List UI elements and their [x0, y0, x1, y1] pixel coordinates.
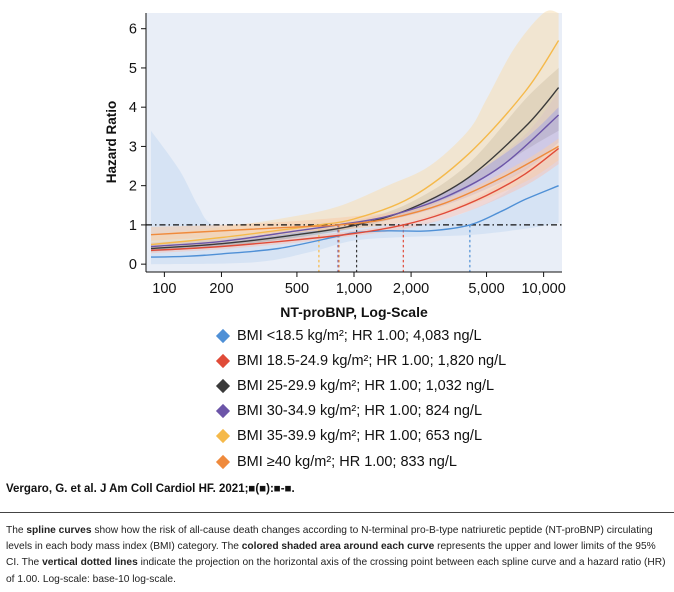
spline-curve [150, 87, 560, 250]
y-tick-label: 2 [129, 179, 137, 195]
legend-label: BMI ≥40 kg/m²; HR 1.00; 833 ng/L [237, 453, 457, 470]
diamond-icon [215, 328, 231, 343]
spline-curve [150, 40, 560, 246]
y-tick-label: 0 [129, 257, 137, 273]
spline-curve [150, 147, 560, 252]
divider [0, 512, 674, 513]
y-tick-label: 1 [129, 218, 137, 234]
citation: Vergaro, G. et al. J Am Coll Cardiol HF.… [6, 483, 295, 495]
diamond-icon [215, 404, 231, 419]
legend-label: BMI 18.5-24.9 kg/m²; HR 1.00; 1,820 ng/L [237, 352, 507, 369]
caption-bold: spline curves [26, 525, 92, 536]
y-ticks: 0 1 2 3 4 5 6 [129, 22, 146, 273]
spline-curve [150, 114, 560, 248]
legend: BMI <18.5 kg/m²; HR 1.00; 4,083 ng/L BMI… [215, 323, 507, 474]
legend-item: BMI <18.5 kg/m²; HR 1.00; 4,083 ng/L [215, 323, 506, 348]
x-axis-label: NT-proBNP, Log-Scale [280, 304, 428, 320]
diamond-icon [215, 378, 231, 394]
caption-text: represents the upper and lower limits of… [6, 541, 656, 569]
legend-label: BMI 25-29.9 kg/m²; HR 1.00; 1,032 ng/L [237, 377, 495, 394]
diamond-icon [215, 353, 231, 368]
diamond-icon [215, 454, 231, 469]
y-tick-label: 6 [129, 22, 137, 38]
caption: The spline curves show how the risk of a… [6, 523, 670, 588]
spline-curves [150, 40, 560, 258]
ci-band [151, 130, 559, 265]
x-tick-label: 500 [285, 281, 309, 297]
x-tick-label: 10,000 [521, 281, 565, 297]
ci-band [151, 10, 559, 249]
legend-label: BMI 35-39.9 kg/m²; HR 1.00; 653 ng/L [237, 428, 483, 445]
legend-item: BMI 35-39.9 kg/m²; HR 1.00; 653 ng/L [215, 424, 506, 449]
x-tick-label: 5,000 [468, 281, 504, 297]
x-tick-label: 2,000 [393, 281, 429, 297]
y-tick-label: 3 [129, 139, 137, 155]
caption-text: indicate the projection on the horizonta… [6, 557, 666, 585]
spline-chart: 0 1 2 3 4 5 6 100 200 500 1,000 2,000 5,000 10,000 H… [104, 10, 566, 320]
caption-text: show how the risk of all-cause death cha… [6, 525, 653, 553]
caption-text: The [6, 525, 27, 536]
y-tick-label: 4 [129, 100, 137, 116]
legend-label: BMI 30-34.9 kg/m²; HR 1.00; 824 ng/L [237, 403, 483, 420]
legend-item: BMI 18.5-24.9 kg/m²; HR 1.00; 1,820 ng/L [215, 348, 507, 373]
x-tick-label: 200 [209, 281, 233, 297]
legend-item: BMI ≥40 kg/m²; HR 1.00; 833 ng/L [215, 449, 506, 474]
legend-item: BMI 30-34.9 kg/m²; HR 1.00; 824 ng/L [215, 399, 506, 424]
caption-bold: vertical dotted lines [42, 557, 138, 569]
x-ticks: 100 200 500 1,000 2,000 5,000 10,000 [152, 272, 566, 297]
diamond-icon [215, 429, 231, 444]
caption-bold: colored shaded area around each curve [241, 541, 435, 553]
y-axis-label: Hazard Ratio [104, 101, 119, 184]
legend-item: BMI 25-29.9 kg/m²; HR 1.00; 1,032 ng/L [215, 373, 506, 398]
x-tick-label: 1,000 [336, 281, 372, 297]
spline-curve [150, 145, 559, 236]
legend-label: BMI <18.5 kg/m²; HR 1.00; 4,083 ng/L [237, 327, 482, 344]
x-tick-label: 100 [152, 281, 176, 297]
y-tick-label: 5 [129, 61, 137, 77]
